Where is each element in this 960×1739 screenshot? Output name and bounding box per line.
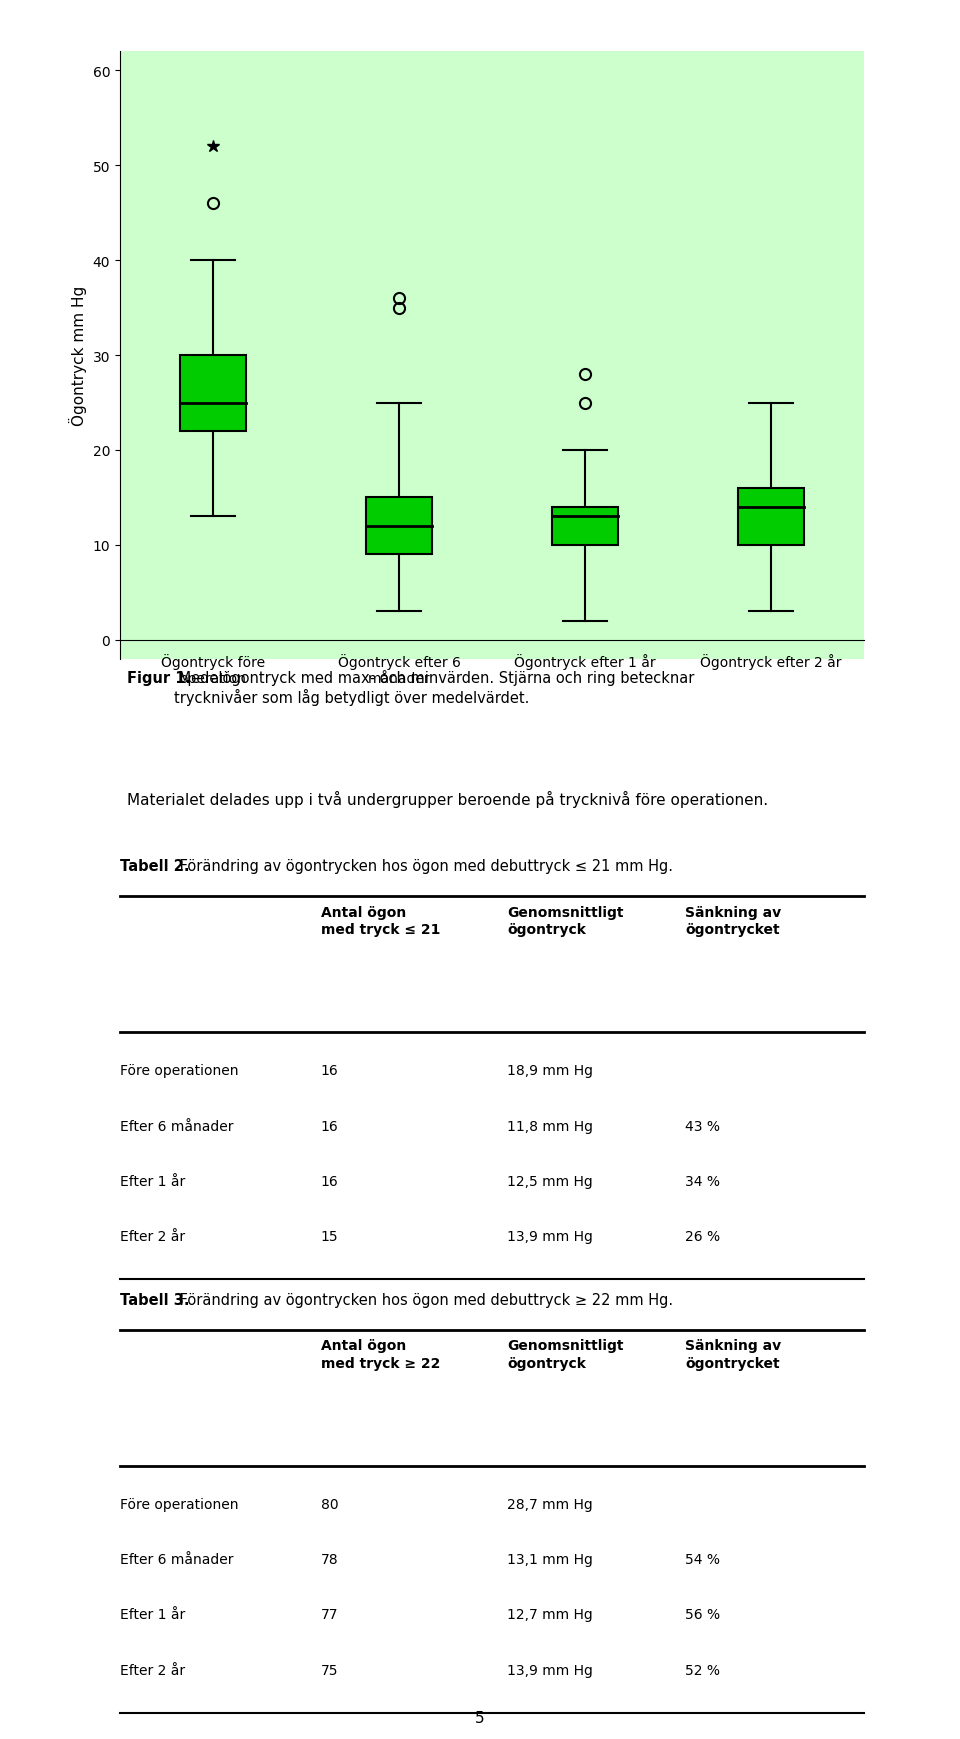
Text: Tabell 2.: Tabell 2. <box>120 859 189 873</box>
Text: 78: 78 <box>321 1553 339 1567</box>
Text: Sänkning av
ögontrycket: Sänkning av ögontrycket <box>685 906 781 937</box>
Text: 26 %: 26 % <box>685 1229 721 1243</box>
Text: Medelögontryck med max- och minvärden. Stjärna och ring betecknar
trycknivåer so: Medelögontryck med max- och minvärden. S… <box>174 671 694 706</box>
Text: Tabell 3.: Tabell 3. <box>120 1292 189 1306</box>
Text: Antal ögon
med tryck ≤ 21: Antal ögon med tryck ≤ 21 <box>321 906 441 937</box>
Text: Efter 2 år: Efter 2 år <box>120 1662 185 1676</box>
Text: 5: 5 <box>475 1709 485 1725</box>
Text: Antal ögon
med tryck ≥ 22: Antal ögon med tryck ≥ 22 <box>321 1339 441 1370</box>
Text: 16: 16 <box>321 1174 339 1188</box>
Text: Förändring av ögontrycken hos ögon med debuttryck ≤ 21 mm Hg.: Förändring av ögontrycken hos ögon med d… <box>175 859 673 873</box>
Text: Före operationen: Före operationen <box>120 1064 238 1078</box>
Text: 13,1 mm Hg: 13,1 mm Hg <box>507 1553 592 1567</box>
Text: 12,5 mm Hg: 12,5 mm Hg <box>507 1174 592 1188</box>
Text: Figur 1.: Figur 1. <box>128 671 192 685</box>
Text: Efter 1 år: Efter 1 år <box>120 1174 185 1188</box>
Text: Sänkning av
ögontrycket: Sänkning av ögontrycket <box>685 1339 781 1370</box>
Text: 80: 80 <box>321 1497 339 1511</box>
Bar <box>552 508 617 546</box>
Text: 18,9 mm Hg: 18,9 mm Hg <box>507 1064 593 1078</box>
Text: Genomsnittligt
ögontryck: Genomsnittligt ögontryck <box>507 906 623 937</box>
Y-axis label: Ögontryck mm Hg: Ögontryck mm Hg <box>69 285 87 426</box>
Bar <box>180 356 246 431</box>
Text: Materialet delades upp i två undergrupper beroende på trycknivå före operationen: Materialet delades upp i två undergruppe… <box>128 790 769 807</box>
Text: 16: 16 <box>321 1064 339 1078</box>
Text: 75: 75 <box>321 1662 338 1676</box>
Text: 13,9 mm Hg: 13,9 mm Hg <box>507 1662 592 1676</box>
Text: 56 %: 56 % <box>685 1607 721 1621</box>
Text: 15: 15 <box>321 1229 339 1243</box>
Text: Genomsnittligt
ögontryck: Genomsnittligt ögontryck <box>507 1339 623 1370</box>
Text: 34 %: 34 % <box>685 1174 720 1188</box>
Text: 77: 77 <box>321 1607 338 1621</box>
Bar <box>738 489 804 546</box>
Text: Förändring av ögontrycken hos ögon med debuttryck ≥ 22 mm Hg.: Förändring av ögontrycken hos ögon med d… <box>175 1292 673 1306</box>
Text: 13,9 mm Hg: 13,9 mm Hg <box>507 1229 592 1243</box>
Text: Efter 2 år: Efter 2 år <box>120 1229 185 1243</box>
Text: Efter 6 månader: Efter 6 månader <box>120 1118 233 1134</box>
Text: Före operationen: Före operationen <box>120 1497 238 1511</box>
Text: 43 %: 43 % <box>685 1118 720 1134</box>
Text: 54 %: 54 % <box>685 1553 720 1567</box>
Text: 16: 16 <box>321 1118 339 1134</box>
Text: 28,7 mm Hg: 28,7 mm Hg <box>507 1497 592 1511</box>
Text: Efter 6 månader: Efter 6 månader <box>120 1553 233 1567</box>
Text: 52 %: 52 % <box>685 1662 720 1676</box>
Text: 12,7 mm Hg: 12,7 mm Hg <box>507 1607 592 1621</box>
Text: Efter 1 år: Efter 1 år <box>120 1607 185 1621</box>
Text: 11,8 mm Hg: 11,8 mm Hg <box>507 1118 593 1134</box>
Bar <box>367 497 432 555</box>
